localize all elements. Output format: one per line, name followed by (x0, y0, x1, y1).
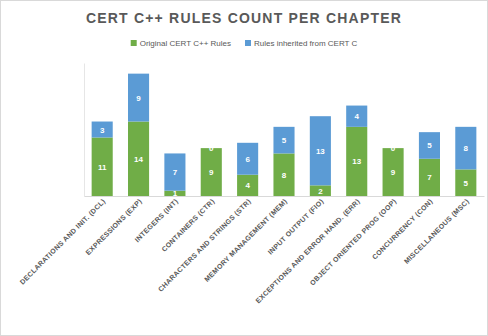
bar (237, 143, 258, 175)
bar (419, 159, 440, 196)
plot: 11141948213975397065134058DECLARATIONS A… (18, 64, 484, 306)
bar (164, 153, 185, 190)
data-label: 13 (352, 157, 361, 166)
legend-swatch (245, 40, 251, 46)
x-axis: DECLARATIONS AND INIT. (DCL)EXPRESSIONS … (18, 196, 484, 305)
x-tick-label: INPUT OUTPUT (FIO) (267, 197, 326, 256)
bar (346, 127, 367, 196)
x-axis-line (85, 196, 485, 197)
data-label: 5 (282, 136, 287, 145)
data-label: 5 (427, 141, 432, 150)
bar (346, 106, 367, 127)
legend: Original CERT C++ Rules Rules inherited f… (131, 39, 358, 48)
data-labels: 11141948213975397065134058 (98, 94, 469, 199)
bar (455, 169, 476, 196)
data-label: 7 (173, 168, 178, 177)
bar (455, 127, 476, 170)
data-label: 0 (391, 144, 396, 153)
bar (383, 148, 404, 196)
legend-swatch (131, 40, 137, 46)
chart-frame (1, 1, 488, 336)
data-label: 5 (464, 179, 469, 188)
bar (201, 148, 222, 196)
y-axis (84, 64, 85, 197)
bar (273, 153, 294, 196)
legend-label: Rules inherited from CERT C (254, 39, 358, 48)
data-label: 4 (245, 181, 250, 190)
bar (92, 137, 113, 196)
x-tick: EXPRESSIONS (EXP) (84, 196, 143, 257)
bar (128, 74, 149, 122)
data-label: 13 (316, 147, 325, 156)
title: CERT C++ RULES COUNT PER CHAPTER (86, 10, 402, 26)
data-label: 4 (355, 112, 360, 121)
data-label: 2 (318, 187, 323, 196)
data-label: 8 (282, 171, 287, 180)
data-label: 9 (209, 168, 214, 177)
data-label: 9 (136, 94, 141, 103)
data-label: 8 (464, 144, 469, 153)
legend-item: Rules inherited from CERT C (245, 39, 358, 48)
bar (419, 132, 440, 159)
x-tick-label: CONCURRENCY (CON) (371, 197, 435, 261)
data-label: 7 (427, 173, 432, 182)
legend-label: Original CERT C++ Rules (140, 39, 231, 48)
bar (92, 122, 113, 138)
bar (237, 175, 258, 196)
x-tick: CONCURRENCY (CON) (371, 196, 435, 261)
bar (310, 185, 331, 196)
bar (273, 127, 294, 154)
bar (310, 116, 331, 185)
data-label: 3 (100, 126, 105, 135)
bar (128, 122, 149, 196)
x-tick-label: MISCELLANEOUS (MSC) (403, 197, 471, 265)
y-axis-line (84, 64, 85, 197)
chart: CERT C++ RULES COUNT PER CHAPTER Original… (0, 0, 488, 336)
x-tick: MISCELLANEOUS (MSC) (403, 196, 471, 266)
data-label: 14 (134, 155, 143, 164)
data-label: 6 (245, 155, 250, 164)
x-tick: INPUT OUTPUT (FIO) (267, 196, 326, 256)
x-tick-label: EXPRESSIONS (EXP) (84, 197, 143, 256)
data-label: 9 (391, 168, 396, 177)
data-label: 11 (98, 163, 107, 172)
legend-item: Original CERT C++ Rules (131, 39, 231, 48)
bars (92, 74, 477, 196)
data-label: 0 (209, 144, 214, 153)
